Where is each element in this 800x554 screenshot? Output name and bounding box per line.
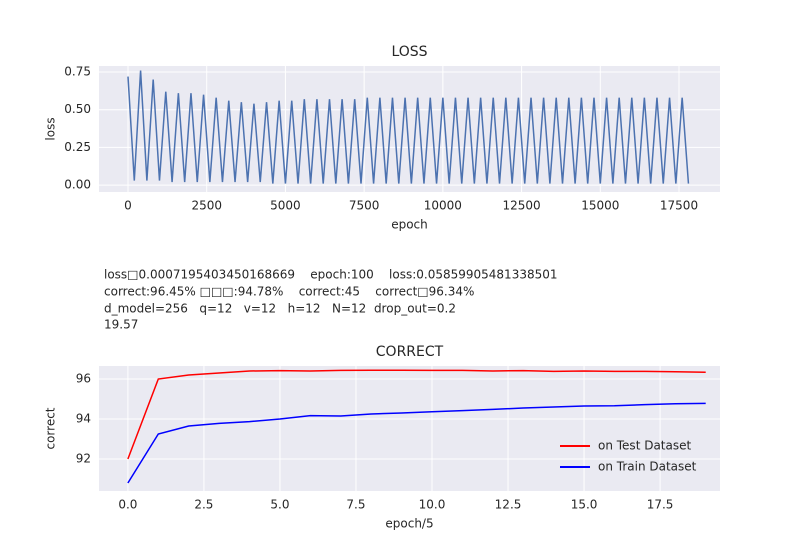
x-tick-label: 12500 — [502, 199, 540, 213]
y-tick-label: 94 — [76, 412, 91, 426]
plot-area — [99, 366, 720, 491]
y-tick-label: 96 — [76, 372, 91, 386]
x-tick-label: 5.0 — [270, 498, 289, 512]
x-tick-label: 2500 — [191, 199, 222, 213]
x-tick-label: 17.5 — [647, 498, 674, 512]
y-tick-label: 92 — [76, 452, 91, 466]
y-tick-label: 0.00 — [64, 178, 91, 192]
x-tick-label: 15.0 — [571, 498, 598, 512]
legend-label: on Test Dataset — [598, 439, 691, 453]
info-line: loss□0.0007195403450168669 epoch:100 los… — [104, 268, 558, 282]
info-line: correct:96.45% □□□:94.78% correct:45 cor… — [104, 285, 474, 299]
x-tick-label: 17500 — [660, 199, 698, 213]
x-tick-label: 0.0 — [118, 498, 137, 512]
chart-title: LOSS — [391, 44, 427, 60]
data-line — [127, 70, 690, 184]
x-tick-label: 10.0 — [419, 498, 446, 512]
x-tick-label: 0 — [124, 199, 132, 213]
x-axis-label: epoch/5 — [385, 517, 433, 531]
chart-title: CORRECT — [376, 344, 444, 360]
y-axis-label: correct — [44, 407, 58, 449]
x-tick-label: 5000 — [270, 199, 301, 213]
x-tick-label: 7500 — [349, 199, 380, 213]
x-tick-label: 15000 — [581, 199, 619, 213]
legend-label: on Train Dataset — [598, 460, 697, 474]
y-axis-label: loss — [44, 117, 58, 140]
x-tick-label: 2.5 — [194, 498, 213, 512]
x-tick-label: 12.5 — [495, 498, 522, 512]
x-tick-label: 7.5 — [346, 498, 365, 512]
data-line — [127, 402, 706, 484]
info-line: 19.57 — [104, 318, 138, 332]
y-tick-label: 0.50 — [64, 102, 91, 116]
x-tick-label: 10000 — [424, 199, 462, 213]
y-tick-label: 0.75 — [64, 65, 91, 79]
y-tick-label: 0.25 — [64, 140, 91, 154]
x-axis-label: epoch — [391, 218, 428, 232]
data-line — [127, 369, 706, 460]
info-line: d_model=256 q=12 v=12 h=12 N=12 drop_out… — [104, 302, 456, 316]
